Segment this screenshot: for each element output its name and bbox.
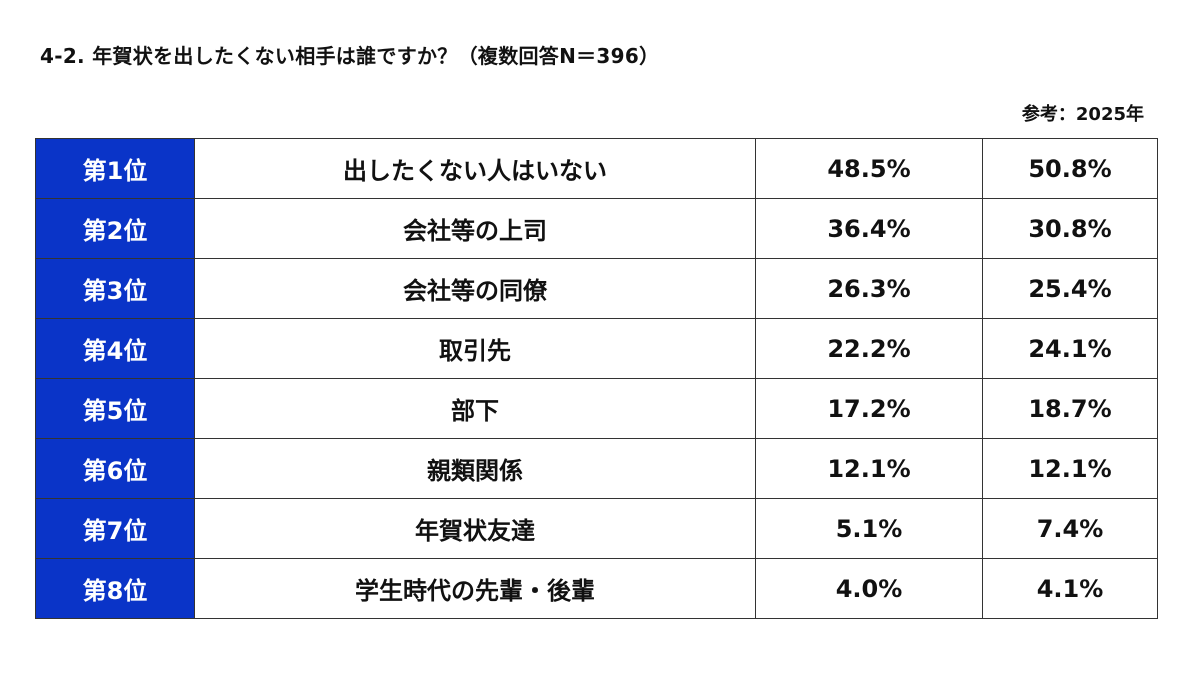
rank-cell: 第4位 [35, 318, 195, 379]
current-percent-cell: 4.0% [755, 558, 983, 619]
reference-year-label: 参考：2025年 [1021, 104, 1144, 125]
table-row: 第5位 部下 17.2% 18.7% [35, 378, 1158, 439]
item-cell: 会社等の上司 [194, 198, 756, 259]
table-row: 第3位 会社等の同僚 26.3% 25.4% [35, 258, 1158, 319]
reference-2025-percent-cell: 7.4% [982, 498, 1158, 559]
ranking-table: 第1位 出したくない人はいない 48.5% 50.8% 第2位 会社等の上司 36.4% 30… [35, 138, 1158, 619]
table-row: 第8位 学生時代の先輩・後輩 4.0% 4.1% [35, 558, 1158, 619]
reference-2025-percent-cell: 25.4% [982, 258, 1158, 319]
reference-2025-percent-cell: 30.8% [982, 198, 1158, 259]
item-cell: 会社等の同僚 [194, 258, 756, 319]
rank-cell: 第7位 [35, 498, 195, 559]
item-cell: 取引先 [194, 318, 756, 379]
current-percent-cell: 26.3% [755, 258, 983, 319]
reference-2025-percent-cell: 4.1% [982, 558, 1158, 619]
item-cell: 出したくない人はいない [194, 138, 756, 199]
reference-2025-percent-cell: 18.7% [982, 378, 1158, 439]
item-cell: 部下 [194, 378, 756, 439]
rank-cell: 第3位 [35, 258, 195, 319]
rank-cell: 第8位 [35, 558, 195, 619]
table-row: 第7位 年賀状友達 5.1% 7.4% [35, 498, 1158, 559]
rank-cell: 第6位 [35, 438, 195, 499]
current-percent-cell: 17.2% [755, 378, 983, 439]
current-percent-cell: 22.2% [755, 318, 983, 379]
current-percent-cell: 36.4% [755, 198, 983, 259]
current-percent-cell: 12.1% [755, 438, 983, 499]
table-row: 第2位 会社等の上司 36.4% 30.8% [35, 198, 1158, 259]
reference-2025-percent-cell: 50.8% [982, 138, 1158, 199]
table-row: 第6位 親類関係 12.1% 12.1% [35, 438, 1158, 499]
rank-cell: 第2位 [35, 198, 195, 259]
reference-2025-percent-cell: 24.1% [982, 318, 1158, 379]
item-cell: 学生時代の先輩・後輩 [194, 558, 756, 619]
table-row: 第4位 取引先 22.2% 24.1% [35, 318, 1158, 379]
table-row: 第1位 出したくない人はいない 48.5% 50.8% [35, 138, 1158, 199]
current-percent-cell: 48.5% [755, 138, 983, 199]
current-percent-cell: 5.1% [755, 498, 983, 559]
item-cell: 年賀状友達 [194, 498, 756, 559]
page-title: 4-2. 年賀状を出したくない相手は誰ですか？（複数回答N＝396） [40, 44, 660, 68]
reference-2025-percent-cell: 12.1% [982, 438, 1158, 499]
item-cell: 親類関係 [194, 438, 756, 499]
rank-cell: 第5位 [35, 378, 195, 439]
rank-cell: 第1位 [35, 138, 195, 199]
